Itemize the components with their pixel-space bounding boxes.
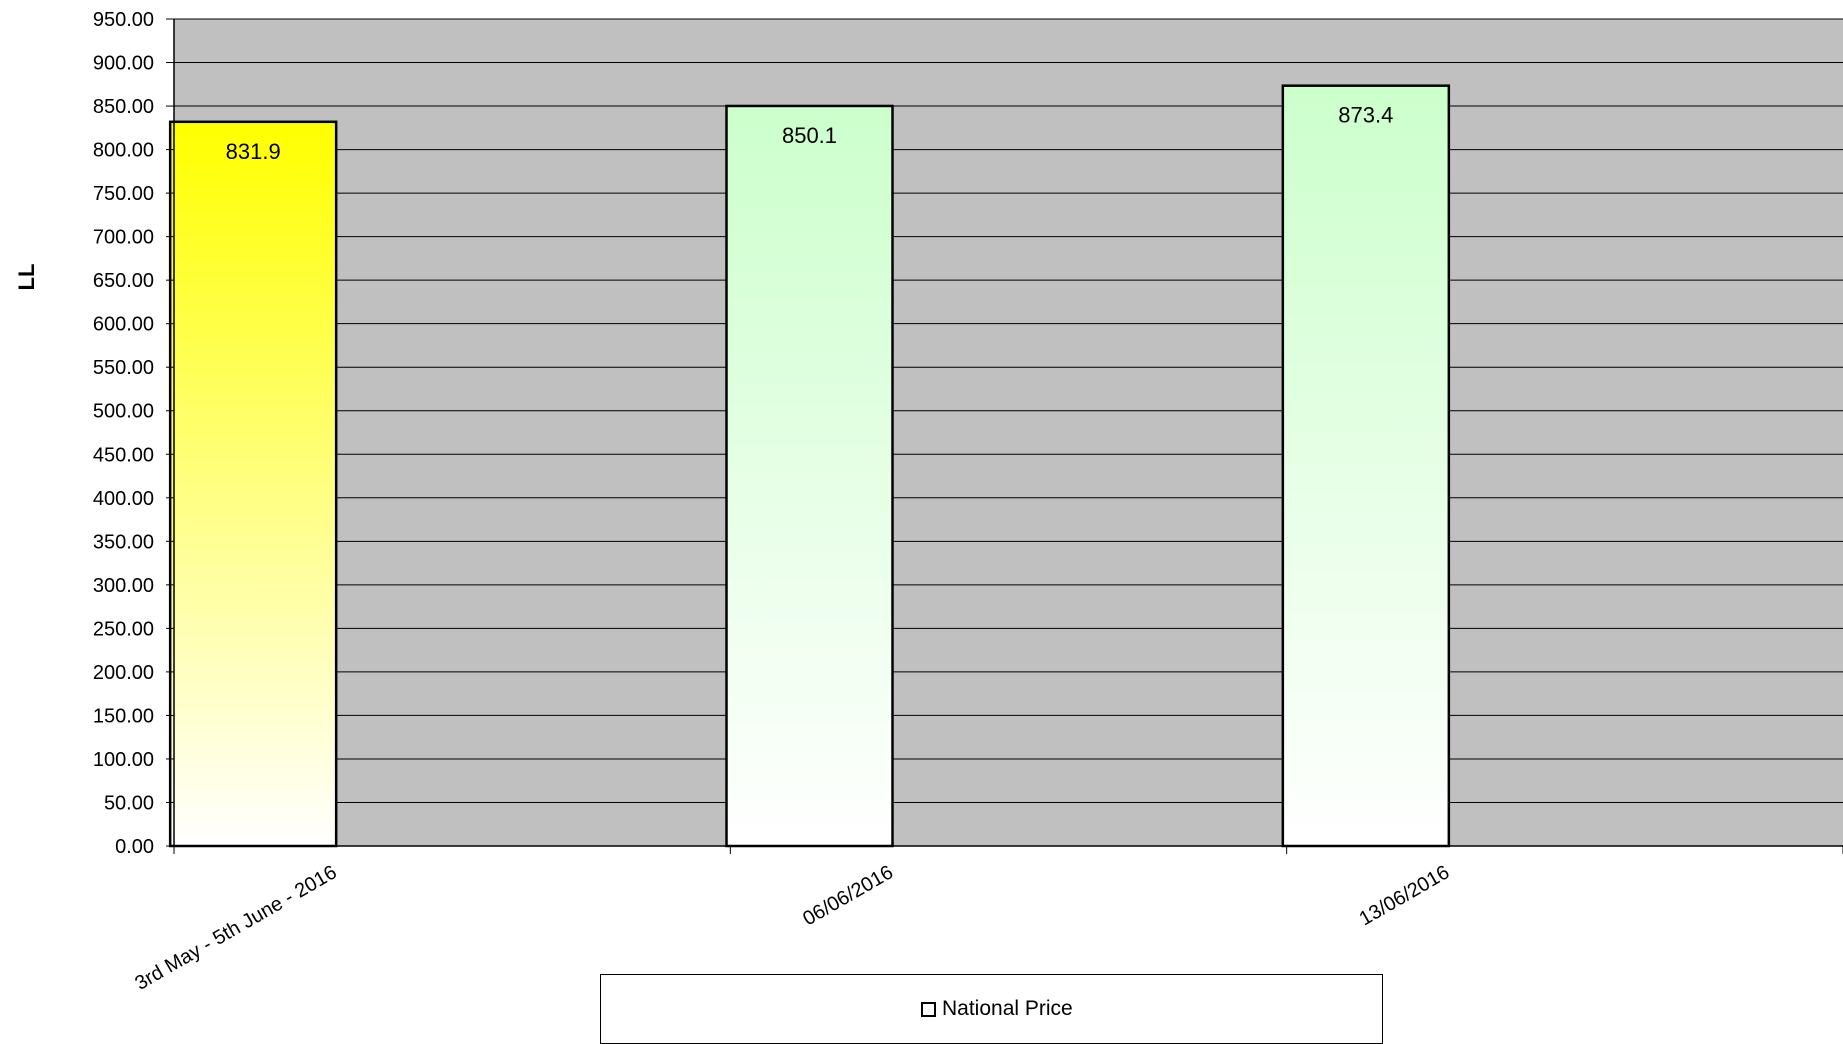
bar: [1281, 84, 1451, 848]
y-tick-label: 650.00: [93, 270, 154, 292]
legend-swatch: [921, 1001, 936, 1017]
y-tick-label: 0.00: [115, 836, 154, 858]
y-tick-label: 600.00: [93, 314, 154, 336]
x-tick-label: 06/06/2016: [799, 861, 897, 930]
x-axis-ticks: 3rd May - 5th June - 2016 06/06/2016 13/06…: [131, 846, 1843, 995]
y-tick-label: 750.00: [93, 183, 154, 205]
y-tick-label: 500.00: [93, 401, 154, 423]
data-label: 831.9: [226, 139, 281, 164]
y-tick-label: 450.00: [93, 444, 154, 466]
y-tick-label: 850.00: [93, 96, 154, 118]
x-tick-label: 3rd May - 5th June - 2016: [131, 861, 340, 995]
y-tick-label: 800.00: [93, 140, 154, 162]
y-tick-label: 50.00: [104, 792, 154, 814]
x-tick-label: 13/06/2016: [1356, 861, 1454, 930]
y-tick-label: 900.00: [93, 53, 154, 75]
y-tick-label: 700.00: [93, 227, 154, 249]
data-label: 873.4: [1338, 103, 1393, 128]
y-tick-label: 150.00: [93, 705, 154, 727]
y-tick-label: 950.00: [93, 9, 154, 31]
y-axis-ticks: 0.00 50.00 100.00 150.00 200.00 250.00 300.00 3…: [93, 9, 174, 858]
y-tick-label: 350.00: [93, 531, 154, 553]
legend: National Price: [600, 974, 1383, 1044]
legend-item-national-price: National Price: [921, 997, 1073, 1021]
y-tick-label: 200.00: [93, 662, 154, 684]
data-label: 850.1: [782, 123, 837, 148]
y-tick-label: 400.00: [93, 488, 154, 510]
y-tick-label: 300.00: [93, 575, 154, 597]
bar: [725, 104, 894, 848]
y-tick-label: 550.00: [93, 357, 154, 379]
axes: [173, 19, 1843, 847]
y-axis-title: LL: [14, 264, 39, 291]
bar: [168, 120, 338, 848]
y-tick-label: 100.00: [93, 749, 154, 771]
legend-label: National Price: [942, 997, 1073, 1020]
y-tick-label: 250.00: [93, 618, 154, 640]
plot-area: [174, 19, 1843, 846]
gridlines: [174, 18, 1843, 847]
